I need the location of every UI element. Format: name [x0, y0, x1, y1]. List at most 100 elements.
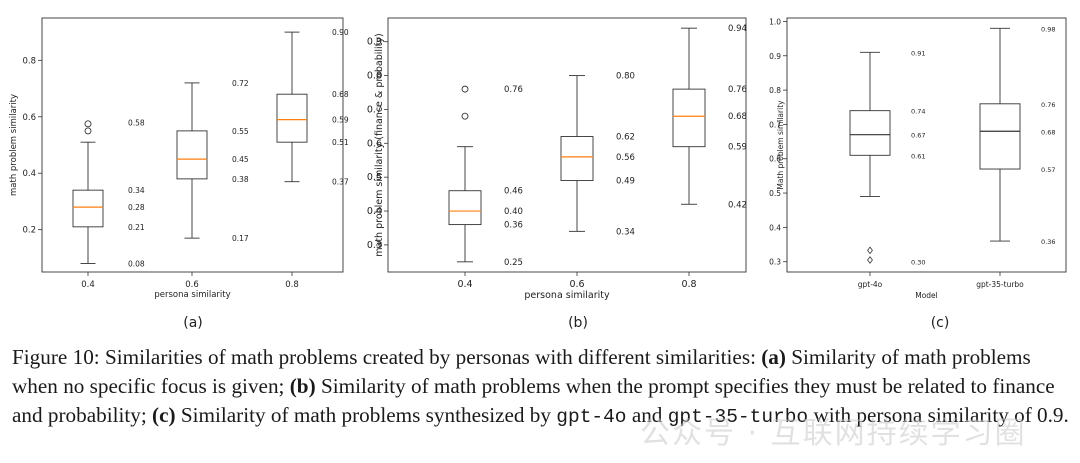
panel-c-value-label: 0.98 — [1041, 25, 1055, 33]
panel-a-value-label: 0.21 — [128, 223, 145, 232]
caption-model-1: gpt-4o — [556, 406, 627, 428]
panel-b-y-axis-label: math problem similarity (finance & proba… — [374, 33, 385, 257]
panel-a-value-label: 0.58 — [128, 118, 145, 127]
panel-a-x-tick-label: 0.4 — [81, 280, 95, 290]
panel-a-x-axis-label: persona similarity — [154, 290, 230, 300]
caption-and: and — [626, 403, 668, 427]
panel-b-value-label: 0.42 — [728, 200, 747, 210]
caption-c-text1: Similarity of math problems synthesized … — [175, 403, 557, 427]
panel-c-box — [849, 110, 891, 156]
panel-b-box — [448, 190, 482, 226]
panel-a-outlier — [84, 127, 92, 135]
panel-c-outlier — [867, 246, 873, 255]
panel-b-box — [560, 136, 594, 182]
panel-c-y-tick-label: 0.3 — [769, 258, 781, 267]
caption-a-text: Similarity of math problems when no spec… — [12, 345, 1031, 398]
panel-c-y-tick-label: 0.9 — [769, 52, 781, 61]
panel-b-value-label: 0.25 — [504, 258, 523, 268]
panel-a-value-label: 0.90 — [332, 28, 349, 37]
panel-c-y-tick-label: 0.4 — [769, 223, 781, 232]
panel-c-value-label: 0.91 — [911, 49, 925, 57]
panel-a-plot-frame — [41, 17, 344, 273]
panel-b-value-label: 0.56 — [616, 153, 635, 163]
panel-a-x-tick-label: 0.8 — [285, 280, 299, 290]
panel-a-y-tick-label: 0.6 — [22, 113, 36, 123]
caption-b-label: (b) — [289, 374, 316, 398]
panel-c-value-label: 0.30 — [911, 259, 925, 267]
panel-a-value-label: 0.34 — [128, 186, 145, 195]
panel-c-y-tick-label: 1.0 — [769, 17, 781, 26]
panel-b-box — [672, 88, 706, 148]
panel-b-y-tick-label: 0.5 — [367, 172, 382, 183]
panel-b-x-axis-label: persona similarity — [524, 290, 610, 301]
panel-c-y-tick-label: 0.7 — [769, 120, 781, 129]
panel-b-x-tick-label: 0.6 — [569, 279, 584, 290]
panel-b-y-tick-label: 0.3 — [367, 240, 382, 251]
panel-c-value-label: 0.36 — [1041, 238, 1055, 246]
panel-c-y-tick-label: 0.8 — [769, 86, 781, 95]
panel-a-value-label: 0.72 — [232, 79, 249, 88]
panel-b-y-tick-label: 0.6 — [367, 138, 382, 149]
panel-a-value-label: 0.45 — [232, 155, 249, 164]
panel-b-value-label: 0.76 — [504, 85, 523, 95]
panel-b-value-label: 0.76 — [728, 85, 747, 95]
panel-a-value-label: 0.28 — [128, 203, 145, 212]
panel-a-box — [276, 93, 308, 143]
panel-c-value-label: 0.74 — [911, 108, 925, 116]
panel-a-y-tick-label: 0.4 — [22, 169, 36, 179]
panel-b-value-label: 0.36 — [504, 221, 523, 231]
panel-b-value-label: 0.80 — [616, 72, 635, 82]
panel-b-outlier — [461, 85, 469, 93]
panel-b-value-label: 0.49 — [616, 177, 635, 187]
figure-caption: Figure 10: Similarities of math problems… — [12, 343, 1074, 432]
panel-b-value-label: 0.46 — [504, 187, 523, 197]
panel-c-value-label: 0.61 — [911, 152, 925, 160]
panel-b-plot-frame — [387, 17, 747, 273]
caption-c-text2: with persona similarity of 0.9. — [808, 403, 1069, 427]
caption-b-text: Similarity of math problems when the pro… — [12, 374, 1055, 427]
panel-c-y-axis-label: Math problem similarity — [776, 100, 785, 190]
panel-c-x-tick-label: gpt-35-turbo — [976, 280, 1024, 289]
panel-a-value-label: 0.38 — [232, 175, 249, 184]
panel-a-box — [176, 130, 208, 180]
panel-c-value-label: 0.67 — [911, 132, 925, 140]
panel-c-label: (c) — [931, 315, 950, 331]
panel-b-value-label: 0.94 — [728, 24, 747, 34]
panel-b-x-tick-label: 0.4 — [457, 279, 472, 290]
panel-a-value-label: 0.68 — [332, 90, 349, 99]
panel-a-x-tick-label: 0.6 — [185, 280, 199, 290]
panel-b-value-label: 0.59 — [728, 143, 747, 153]
panel-a-outlier — [84, 120, 92, 128]
panel-c-x-tick-label: gpt-4o — [858, 280, 883, 289]
panel-a-y-axis-label: math problem similarity — [9, 94, 19, 196]
panel-a-y-tick-label: 0.8 — [22, 56, 36, 66]
panel-b-y-tick-label: 0.7 — [367, 104, 382, 115]
caption-a-label: (a) — [761, 345, 786, 369]
panel-a-label: (a) — [183, 315, 203, 331]
panel-a-value-label: 0.17 — [232, 234, 249, 243]
panel-a-value-label: 0.08 — [128, 260, 145, 269]
panel-c-x-axis-label: Model — [915, 291, 938, 300]
panel-b-value-label: 0.34 — [616, 227, 635, 237]
panel-c-y-tick-label: 0.5 — [769, 189, 781, 198]
panel-c-plot-frame — [786, 17, 1067, 273]
panel-b-y-tick-label: 0.9 — [367, 37, 382, 48]
panel-b-value-label: 0.62 — [616, 133, 635, 143]
panel-b-y-tick-label: 0.4 — [367, 206, 382, 217]
panel-b-value-label: 0.40 — [504, 207, 523, 217]
figure-panels: 0.2 0.4 0.6 0.8 0.4 0.6 0.8 persona similarity m… — [9, 17, 1067, 331]
panel-c-box — [979, 103, 1021, 170]
panel-c-value-label: 0.68 — [1041, 128, 1055, 136]
panel-c-value-label: 0.76 — [1041, 101, 1055, 109]
panel-b-value-label: 0.68 — [728, 112, 747, 122]
panel-b-label: (b) — [568, 315, 588, 331]
caption-c-label: (c) — [152, 403, 176, 427]
panel-a-y-tick-label: 0.2 — [22, 226, 36, 236]
panel-a-value-label: 0.37 — [332, 178, 349, 187]
panel-b-y-tick-label: 0.8 — [367, 71, 382, 82]
caption-prefix: Figure 10: Similarities of math problems… — [12, 345, 762, 369]
panel-a-value-label: 0.59 — [332, 116, 349, 125]
panel-b-x-tick-label: 0.8 — [681, 279, 696, 290]
panel-c-value-label: 0.57 — [1041, 166, 1055, 174]
panel-a-value-label: 0.51 — [332, 138, 349, 147]
